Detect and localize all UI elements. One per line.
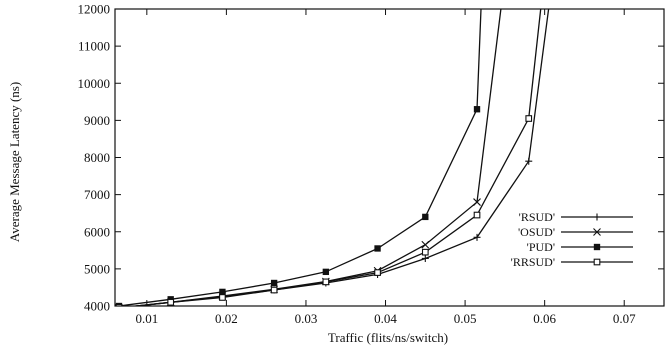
y-axis-title: Average Message Latency (ns) <box>7 82 22 242</box>
legend-label: 'PUD' <box>527 240 555 254</box>
x-tick-label: 0.06 <box>533 311 556 326</box>
x-tick-label: 0.05 <box>454 311 477 326</box>
data-point <box>421 248 429 256</box>
y-axis: 4000 5000 6000 7000 8000 9000 10000 11000 12000 <box>78 2 664 314</box>
legend-item: 'RSUD' <box>519 210 633 224</box>
data-point <box>167 298 175 306</box>
data-point <box>593 213 601 221</box>
y-tick-label: 10000 <box>78 76 111 91</box>
legend-item: 'OSUD' <box>518 225 633 239</box>
x-axis-title: Traffic (flits/ns/switch) <box>328 330 448 345</box>
x-tick-label: 0.01 <box>135 311 158 326</box>
series <box>118 9 550 306</box>
data-point <box>473 106 481 113</box>
series-line <box>118 9 482 306</box>
data-point <box>115 304 123 306</box>
data-point <box>525 115 533 122</box>
legend: 'RSUD''OSUD''PUD''RRSUD' <box>511 210 633 269</box>
data-point <box>473 233 481 241</box>
data-point <box>219 294 226 301</box>
y-tick-label: 6000 <box>84 224 110 239</box>
y-tick-label: 5000 <box>84 261 110 276</box>
legend-label: 'OSUD' <box>518 225 555 239</box>
series-line <box>130 9 502 306</box>
legend-label: 'RSUD' <box>519 210 555 224</box>
x-axis: 0.01 0.02 0.03 0.04 0.05 0.06 0.07 <box>135 9 636 326</box>
data-point <box>525 157 533 165</box>
data-point <box>593 243 601 251</box>
series <box>115 9 482 306</box>
data-point <box>219 288 226 296</box>
legend-item: 'PUD' <box>527 240 633 254</box>
data-point <box>593 258 601 266</box>
series-line <box>130 9 542 306</box>
y-tick-label: 4000 <box>84 299 110 314</box>
y-tick-label: 12000 <box>78 2 111 17</box>
series-line <box>130 9 550 306</box>
legend-label: 'RRSUD' <box>511 255 555 269</box>
data-point <box>473 211 481 219</box>
data-point <box>593 228 601 236</box>
x-tick-label: 0.07 <box>613 311 636 326</box>
x-tick-label: 0.04 <box>374 311 397 326</box>
data-point <box>322 278 330 286</box>
y-tick-label: 11000 <box>78 39 110 54</box>
data-point <box>473 198 481 206</box>
series-layer <box>115 9 550 306</box>
data-point <box>322 268 330 276</box>
y-tick-label: 8000 <box>84 150 110 165</box>
legend-item: 'RRSUD' <box>511 255 633 269</box>
data-point <box>421 254 429 262</box>
data-point <box>421 240 430 249</box>
x-tick-label: 0.03 <box>295 311 318 326</box>
data-point <box>270 286 278 294</box>
series <box>115 9 502 306</box>
data-point <box>374 269 381 276</box>
series <box>115 9 542 306</box>
y-tick-label: 9000 <box>84 113 110 128</box>
data-point <box>270 279 278 287</box>
data-point <box>374 245 381 252</box>
data-point <box>422 213 429 221</box>
y-tick-label: 7000 <box>84 187 110 202</box>
x-tick-label: 0.02 <box>215 311 238 326</box>
